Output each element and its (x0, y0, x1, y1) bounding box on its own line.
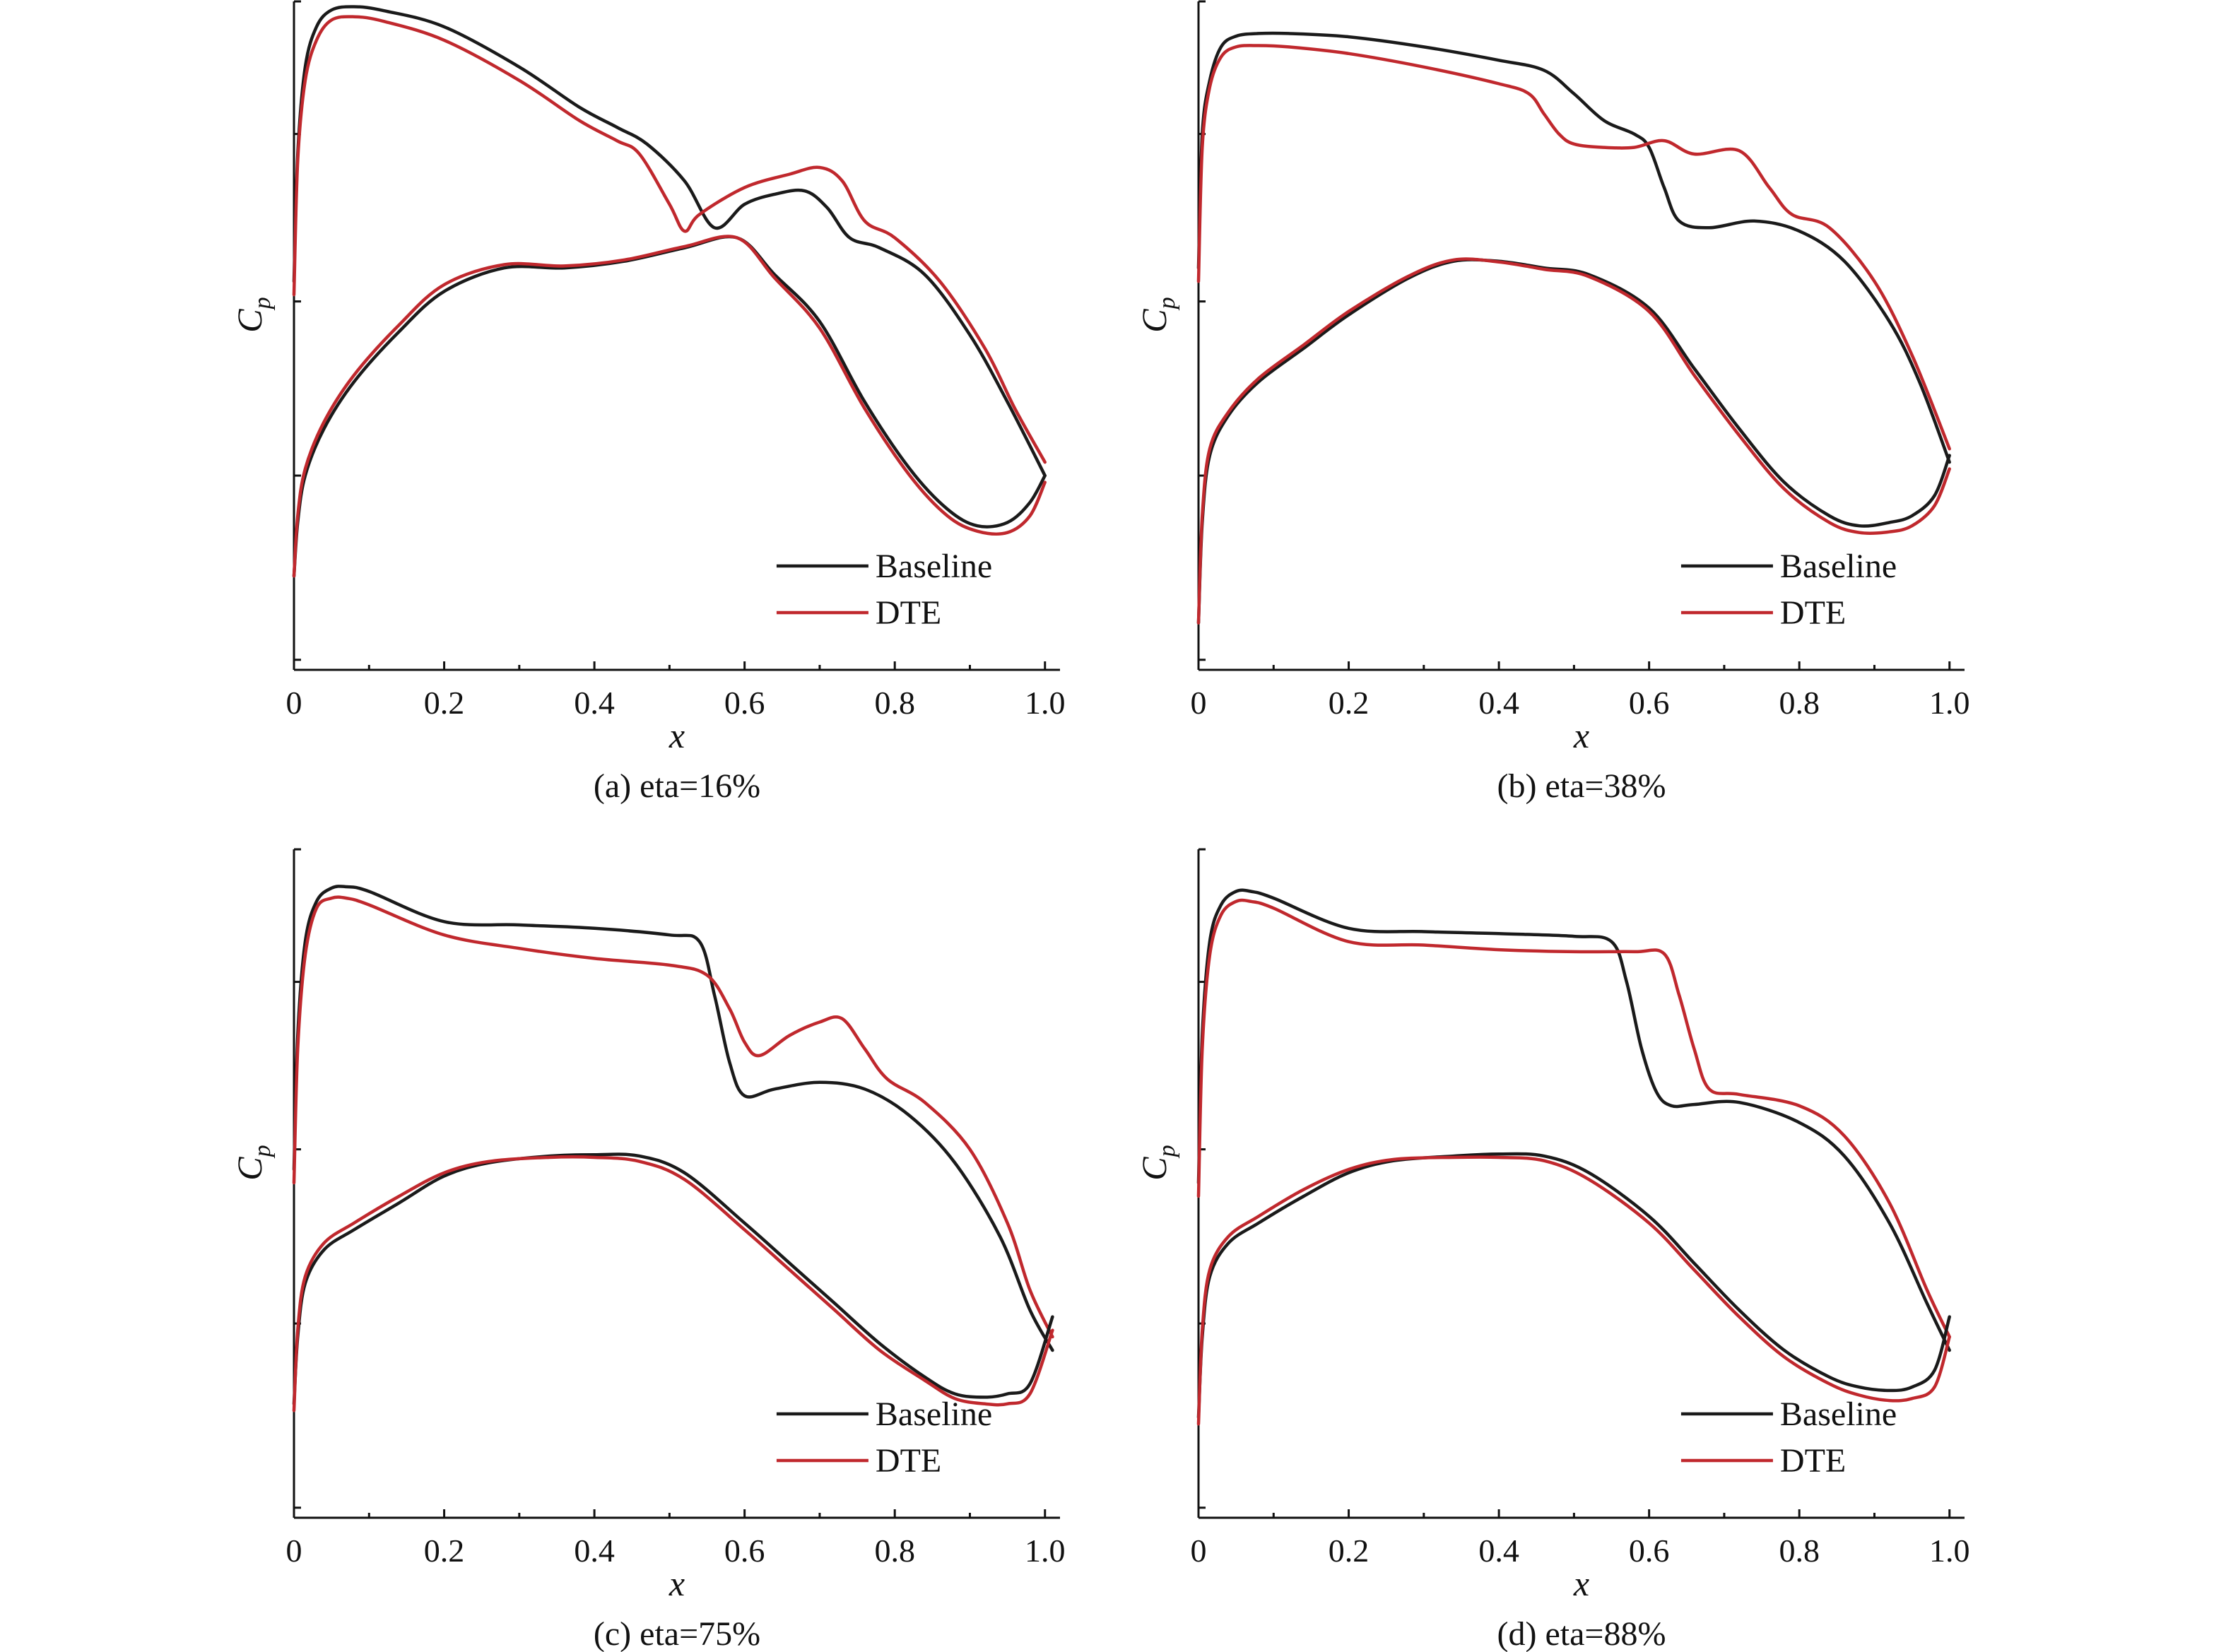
y-axis-title-main: C (1134, 309, 1174, 333)
x-tick-label: 0.4 (574, 1533, 615, 1569)
panel-caption: (c) eta=75% (594, 1615, 760, 1652)
x-tick-label: 0 (286, 1533, 302, 1569)
y-axis-title: Cp (230, 297, 276, 332)
y-axis-title: Cp (230, 1145, 276, 1180)
series-dte-lower (292, 1155, 1054, 1412)
x-axis-title: x (669, 716, 685, 755)
x-axis-title: x (1573, 1564, 1589, 1603)
series-dte-upper (292, 15, 1047, 464)
legend-label-baseline: Baseline (876, 1396, 992, 1433)
series-baseline-lower (1196, 1152, 1951, 1420)
x-tick-label: 0.4 (1478, 685, 1519, 721)
x-tick-label: 0.2 (1329, 1533, 1370, 1569)
chart-panel-4: 0 0.2 0.4 0.6 0.8 1.0 x Cp (d) eta=88% Baseline DT… (1134, 848, 1970, 1652)
series-baseline-upper (1196, 31, 1951, 464)
y-axis-title-subscript: p (1154, 297, 1180, 310)
x-tick-label: 0.2 (424, 685, 465, 721)
legend-label-baseline: Baseline (1780, 548, 1897, 585)
y-axis-title-subscript: p (1154, 1145, 1180, 1158)
chart-panel-2: 0 0.2 0.4 0.6 0.8 1.0 x Cp (b) eta=38% Baseline DT… (1134, 0, 1970, 805)
legend-label-dte: DTE (876, 594, 941, 632)
series-baseline-upper (1196, 888, 1951, 1352)
x-tick-label: 0.8 (874, 685, 915, 721)
x-tick-label: 1.0 (1929, 685, 1970, 721)
series-baseline-lower (292, 1152, 1054, 1406)
chart-panel-1: 0 0.2 0.4 0.6 0.8 1.0 x Cp (a) eta=16% Baseline DT… (230, 0, 1066, 805)
x-axis-title: x (669, 1564, 685, 1603)
series-dte-lower (1196, 257, 1951, 625)
y-axis-title-subscript: p (249, 1145, 276, 1158)
x-tick-label: 0.8 (1779, 685, 1820, 721)
x-tick-label: 1.0 (1025, 1533, 1066, 1569)
x-tick-label: 0.2 (424, 1533, 465, 1569)
x-tick-label: 0.6 (724, 1533, 765, 1569)
legend-label-dte: DTE (1780, 1442, 1846, 1480)
x-tick-label: 0.6 (724, 685, 765, 721)
panel-caption: (a) eta=16% (594, 767, 760, 805)
series-dte-upper (292, 895, 1054, 1339)
y-axis-title-main: C (230, 309, 269, 333)
series-dte-lower (1196, 1155, 1951, 1426)
x-tick-label: 1.0 (1929, 1533, 1970, 1569)
x-tick-label: 1.0 (1025, 685, 1066, 721)
y-axis-title: Cp (1134, 297, 1180, 332)
y-axis-title: Cp (1134, 1145, 1180, 1180)
series-dte-lower (292, 235, 1047, 578)
y-axis-title-main: C (230, 1157, 269, 1181)
x-tick-label: 0.6 (1629, 685, 1670, 721)
legend-label-dte: DTE (876, 1442, 941, 1480)
x-tick-label: 0.4 (574, 685, 615, 721)
legend-label-baseline: Baseline (1780, 1396, 1897, 1433)
x-axis-title: x (1573, 716, 1589, 755)
series-baseline-upper (292, 885, 1054, 1352)
y-axis-title-main: C (1134, 1157, 1174, 1181)
x-tick-label: 0.2 (1329, 685, 1370, 721)
x-tick-label: 0.8 (1779, 1533, 1820, 1569)
x-tick-label: 0 (286, 685, 302, 721)
chart-panel-3: 0 0.2 0.4 0.6 0.8 1.0 x Cp (c) eta=75% Baseline DT… (230, 848, 1066, 1652)
series-baseline-upper (292, 5, 1047, 478)
x-tick-label: 0.8 (874, 1533, 915, 1569)
panel-caption: (d) eta=88% (1497, 1615, 1666, 1652)
x-tick-label: 0 (1191, 1533, 1207, 1569)
series-dte-upper (1196, 898, 1951, 1339)
x-tick-label: 0.6 (1629, 1533, 1670, 1569)
x-tick-label: 0 (1191, 685, 1207, 721)
legend-label-dte: DTE (1780, 594, 1846, 632)
panel-caption: (b) eta=38% (1497, 767, 1666, 805)
y-axis-title-subscript: p (249, 297, 276, 310)
legend-label-baseline: Baseline (876, 548, 992, 585)
series-dte-upper (1196, 44, 1951, 451)
x-tick-label: 0.4 (1478, 1533, 1519, 1569)
series-baseline-lower (292, 235, 1047, 578)
